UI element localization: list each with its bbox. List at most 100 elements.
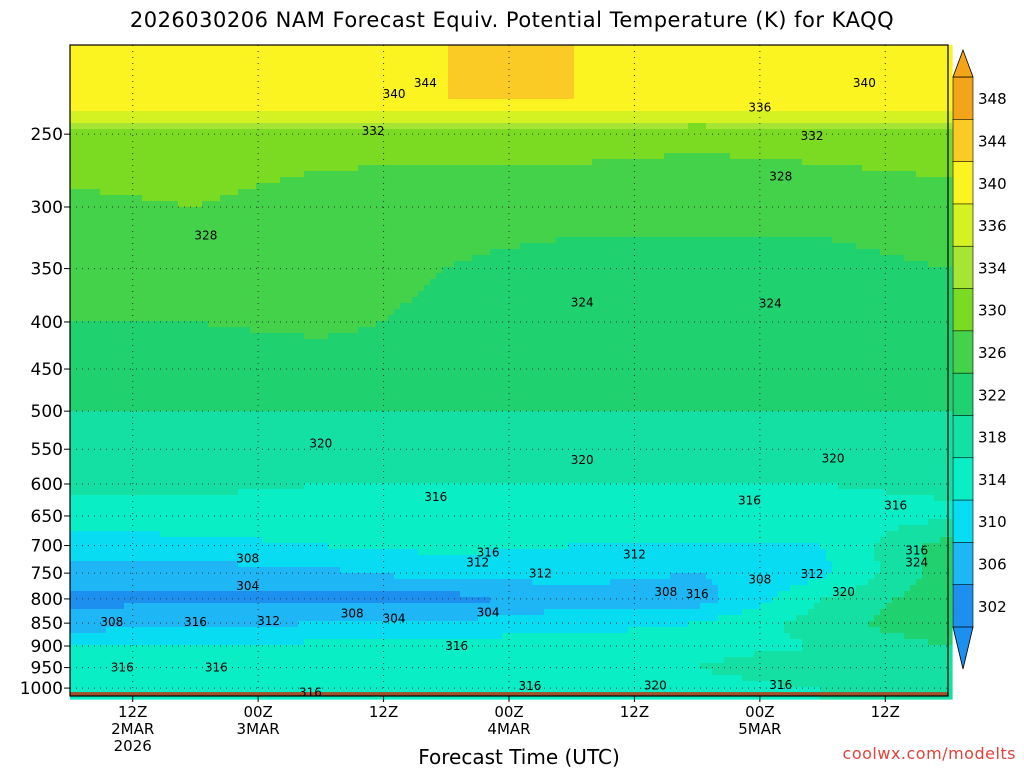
field-cell: [172, 111, 179, 118]
field-cell: [286, 153, 293, 160]
field-cell: [82, 471, 89, 478]
field-cell: [136, 195, 143, 202]
field-cell: [298, 537, 305, 544]
field-cell: [184, 129, 191, 136]
field-cell: [88, 189, 95, 196]
field-cell: [184, 513, 191, 520]
field-cell: [310, 129, 317, 136]
field-cell: [118, 465, 125, 472]
field-cell: [334, 309, 341, 316]
field-cell: [328, 381, 335, 388]
field-cell: [124, 609, 131, 616]
field-cell: [232, 129, 239, 136]
field-cell: [172, 597, 179, 604]
field-cell: [166, 615, 173, 622]
field-cell: [136, 93, 143, 100]
field-cell: [88, 333, 95, 340]
field-cell: [82, 153, 89, 160]
field-cell: [88, 123, 95, 130]
field-cell: [82, 597, 89, 604]
field-cell: [202, 441, 209, 448]
field-cell: [142, 135, 149, 142]
field-cell: [244, 207, 251, 214]
field-cell: [124, 567, 131, 574]
field-cell: [166, 393, 173, 400]
field-cell: [208, 303, 215, 310]
field-cell: [274, 591, 281, 598]
field-cell: [298, 213, 305, 220]
field-cell: [112, 249, 119, 256]
field-cell: [286, 123, 293, 130]
field-cell: [130, 267, 137, 274]
field-cell: [190, 489, 197, 496]
field-cell: [310, 81, 317, 88]
field-cell: [280, 519, 287, 526]
field-cell: [310, 507, 317, 514]
field-cell: [118, 81, 125, 88]
field-cell: [160, 357, 167, 364]
field-cell: [118, 105, 125, 112]
field-cell: [130, 225, 137, 232]
field-cell: [328, 171, 335, 178]
field-cell: [190, 375, 197, 382]
field-cell: [196, 267, 203, 274]
field-cell: [220, 123, 227, 130]
field-cell: [280, 153, 287, 160]
field-cell: [262, 57, 269, 64]
field-cell: [256, 471, 263, 478]
field-cell: [94, 309, 101, 316]
field-cell: [256, 249, 263, 256]
field-cell: [100, 369, 107, 376]
field-cell: [286, 357, 293, 364]
field-cell: [94, 459, 101, 466]
field-cell: [238, 363, 245, 370]
field-cell: [148, 489, 155, 496]
field-cell: [154, 471, 161, 478]
field-cell: [202, 675, 209, 682]
field-cell: [184, 279, 191, 286]
field-cell: [328, 273, 335, 280]
field-cell: [202, 681, 209, 688]
field-cell: [316, 237, 323, 244]
field-cell: [190, 327, 197, 334]
field-cell: [304, 579, 311, 586]
field-cell: [292, 495, 299, 502]
field-cell: [196, 87, 203, 94]
field-cell: [118, 213, 125, 220]
field-cell: [112, 399, 119, 406]
field-cell: [286, 687, 293, 694]
field-cell: [334, 525, 341, 532]
field-cell: [136, 237, 143, 244]
field-cell: [160, 627, 167, 634]
field-cell: [184, 177, 191, 184]
field-cell: [124, 627, 131, 634]
field-cell: [202, 117, 209, 124]
field-cell: [208, 183, 215, 190]
field-cell: [172, 387, 179, 394]
field-cell: [130, 441, 137, 448]
field-cell: [112, 381, 119, 388]
field-cell: [106, 543, 113, 550]
field-cell: [136, 387, 143, 394]
field-cell: [124, 513, 131, 520]
field-cell: [130, 171, 137, 178]
field-cell: [238, 243, 245, 250]
field-cell: [214, 351, 221, 358]
field-cell: [316, 483, 323, 490]
field-cell: [106, 183, 113, 190]
field-cell: [94, 681, 101, 688]
field-cell: [142, 393, 149, 400]
field-cell: [202, 255, 209, 262]
field-cell: [70, 99, 77, 106]
field-cell: [238, 543, 245, 550]
field-cell: [172, 645, 179, 652]
field-cell: [238, 639, 245, 646]
field-cell: [76, 549, 83, 556]
field-cell: [268, 345, 275, 352]
field-cell: [262, 273, 269, 280]
field-cell: [76, 171, 83, 178]
field-cell: [202, 489, 209, 496]
field-cell: [328, 609, 335, 616]
field-cell: [136, 657, 143, 664]
field-cell: [340, 405, 347, 412]
